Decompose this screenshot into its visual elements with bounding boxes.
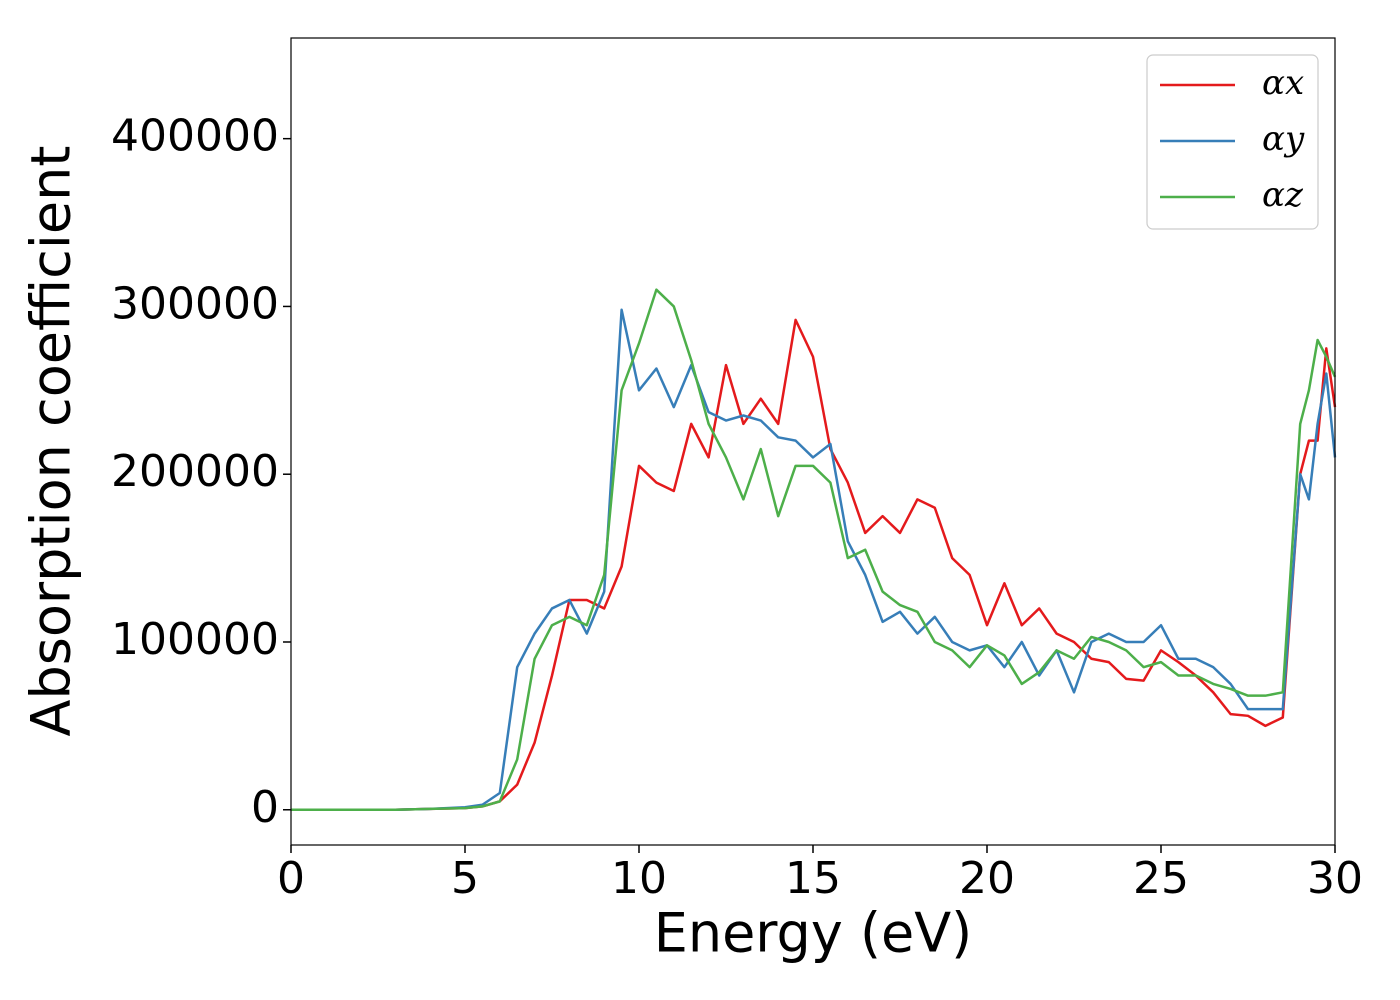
y-tick-label: 100000 xyxy=(111,614,279,665)
data-line xyxy=(291,318,1337,812)
plot-frame xyxy=(290,37,1336,846)
y-tick-label: 300000 xyxy=(111,278,279,329)
y-tick-label: 400000 xyxy=(111,111,279,162)
legend: αx αy αz xyxy=(1146,54,1319,230)
x-tick-label: 0 xyxy=(277,853,305,904)
data-line xyxy=(291,308,1337,812)
x-tick-label: 30 xyxy=(1307,853,1363,904)
x-tick-label: 5 xyxy=(451,853,479,904)
y-tick-label: 200000 xyxy=(111,446,279,497)
legend-label: αx xyxy=(1262,63,1304,103)
x-tick-label: 15 xyxy=(785,853,841,904)
legend-label: αy xyxy=(1262,119,1305,159)
x-tick-label: 10 xyxy=(611,853,667,904)
legend-label: αz xyxy=(1262,175,1304,215)
y-axis-label: Absorption coefficient xyxy=(20,146,83,737)
x-tick-label: 25 xyxy=(1133,853,1189,904)
y-tick-label: 0 xyxy=(251,782,279,833)
data-line xyxy=(291,288,1337,812)
x-axis-label: Energy (eV) xyxy=(654,902,973,965)
x-tick-label: 20 xyxy=(959,853,1015,904)
